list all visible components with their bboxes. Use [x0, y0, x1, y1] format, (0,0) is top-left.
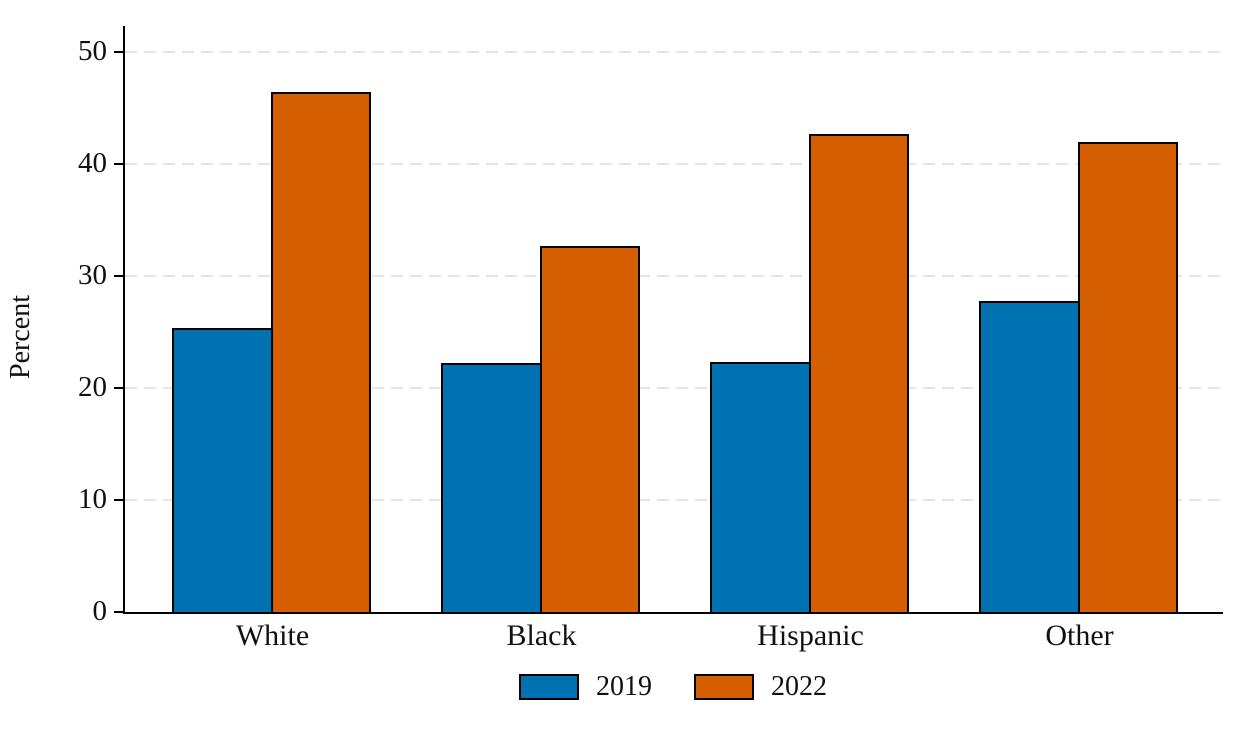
bar-black-2022 [539, 246, 640, 612]
bar-white-2019 [172, 328, 273, 612]
legend: 2019 2022 [0, 672, 1250, 702]
bar-hispanic-2022 [808, 134, 909, 612]
bar-other-2022 [1077, 142, 1178, 612]
legend-item-2022: 2022 [694, 672, 827, 702]
y-tick-10 [114, 499, 123, 501]
bar-hispanic-2019 [710, 362, 811, 612]
legend-label-2022: 2022 [771, 671, 827, 702]
bar-group-other [979, 26, 1180, 612]
gridline-20 [125, 387, 1223, 389]
y-tick-label-20: 20 [78, 371, 107, 403]
y-tick-30 [114, 275, 123, 277]
bar-group-white [172, 26, 373, 612]
y-tick-label-40: 40 [78, 147, 107, 179]
y-tick-20 [114, 387, 123, 389]
y-tick-label-10: 10 [78, 483, 107, 515]
y-tick-0 [114, 611, 123, 613]
bar-other-2019 [979, 301, 1080, 612]
bar-group-black [441, 26, 642, 612]
bar-white-2022 [270, 92, 371, 612]
gridline-40 [125, 163, 1223, 165]
gridline-30 [125, 275, 1223, 277]
x-tick-label-hispanic: Hispanic [757, 619, 864, 652]
bar-group-hispanic [710, 26, 911, 612]
legend-swatch-2019 [519, 674, 579, 700]
x-tick-label-black: Black [506, 619, 577, 652]
legend-swatch-2022 [694, 674, 754, 700]
gridline-10 [125, 499, 1223, 501]
x-tick-label-other: Other [1045, 619, 1114, 652]
gridline-50 [125, 51, 1223, 53]
y-axis-title: Percent [5, 295, 36, 379]
legend-item-2019: 2019 [519, 672, 652, 702]
x-tick-label-white: White [235, 619, 310, 652]
bar-black-2019 [441, 363, 542, 612]
y-tick-50 [114, 51, 123, 53]
legend-label-2019: 2019 [596, 671, 652, 702]
y-tick-40 [114, 163, 123, 165]
y-tick-label-50: 50 [78, 35, 107, 67]
plot-area: 0 10 20 30 40 50 White Black Hispanic Other [78, 26, 1223, 652]
y-tick-label-30: 30 [78, 259, 107, 291]
y-tick-label-0: 0 [92, 595, 108, 627]
